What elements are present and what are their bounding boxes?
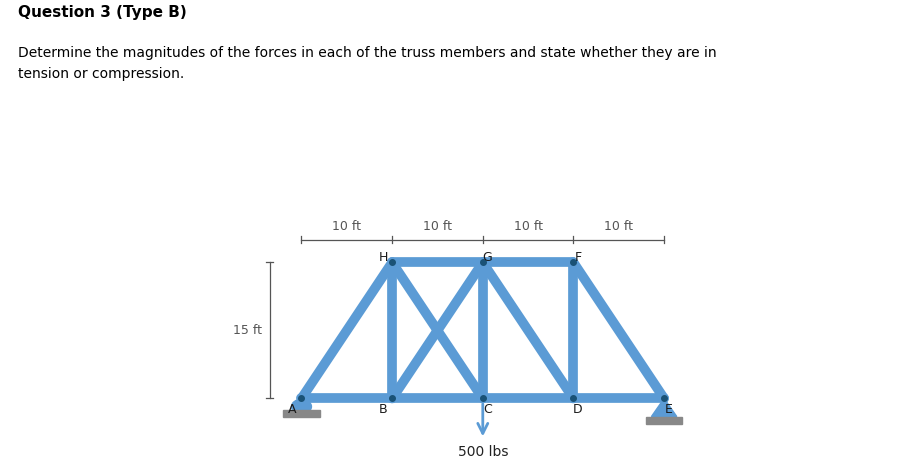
Text: 10 ft: 10 ft [604,219,633,232]
Bar [646,417,682,424]
Bar [283,410,320,418]
Text: 15 ft: 15 ft [233,324,262,337]
Text: C: C [483,403,492,416]
Text: H: H [378,251,388,264]
Text: G: G [483,251,492,264]
Text: D: D [573,403,583,416]
Text: 10 ft: 10 ft [333,219,362,232]
Text: A: A [288,403,297,416]
Polygon shape [651,398,677,417]
Text: 10 ft: 10 ft [514,219,543,232]
Text: B: B [379,403,387,416]
Ellipse shape [292,399,312,414]
Text: E: E [665,403,672,416]
Text: 10 ft: 10 ft [423,219,452,232]
Text: Determine the magnitudes of the forces in each of the truss members and state wh: Determine the magnitudes of the forces i… [18,46,717,81]
Text: Question 3 (Type B): Question 3 (Type B) [18,5,187,19]
Text: 500 lbs: 500 lbs [457,445,508,459]
Text: F: F [575,251,581,264]
